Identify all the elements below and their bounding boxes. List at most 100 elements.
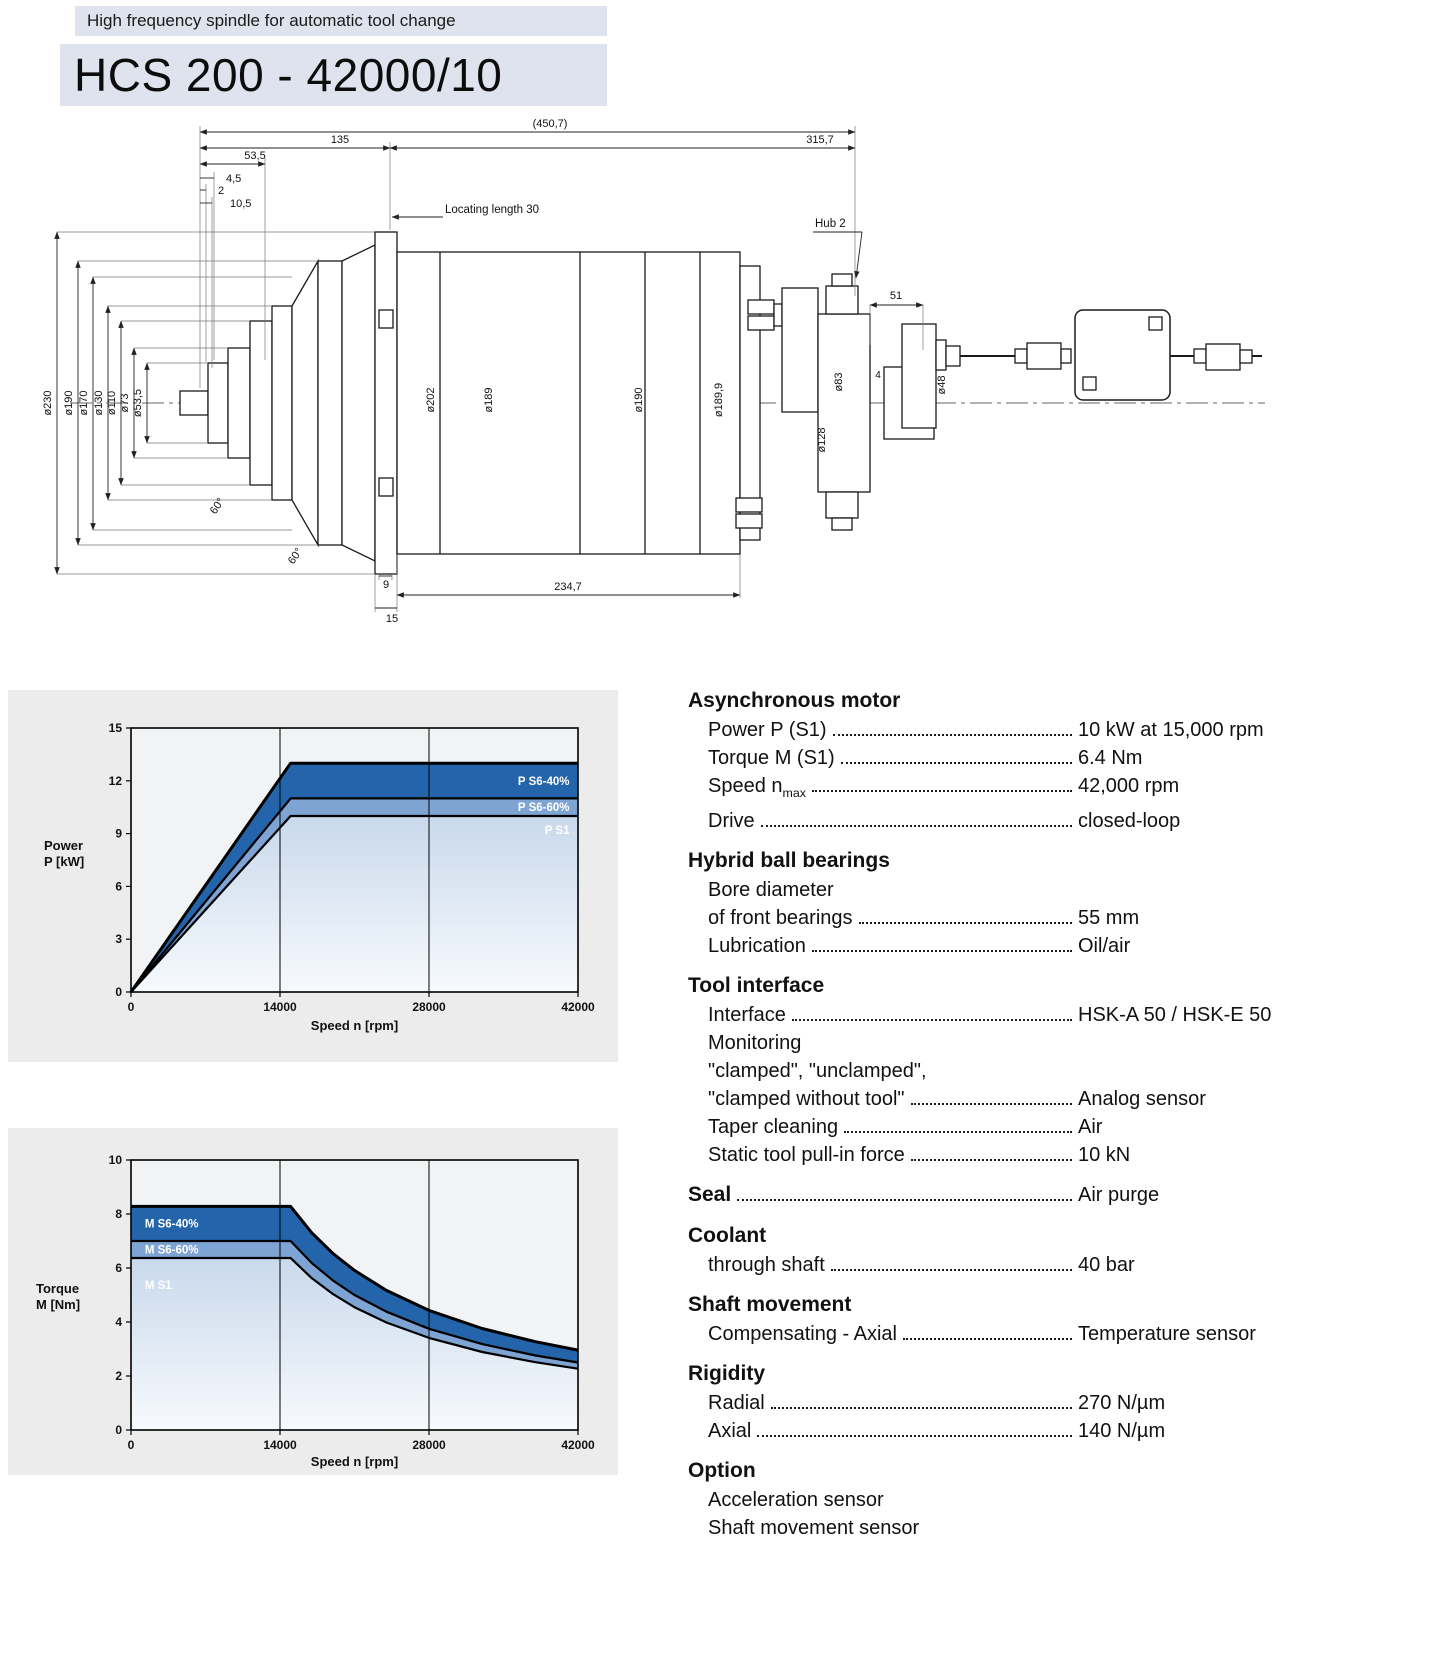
- spec-label: Shaft movement sensor: [708, 1517, 920, 1539]
- dim-angle-60-a: 60°: [208, 496, 227, 517]
- spec-section-title: Rigidity: [688, 1362, 765, 1385]
- spec-value: closed-loop: [1078, 810, 1181, 832]
- area-under-curve: [131, 816, 578, 992]
- area-under-curve: [131, 1258, 578, 1430]
- dim-dia-83: ø83: [833, 373, 845, 392]
- spec-label: Drive: [708, 810, 755, 832]
- dotted-leader: [830, 1269, 1072, 1271]
- y-axis-title: P [kW]: [44, 854, 84, 869]
- spec-value: 140 N/µm: [1078, 1420, 1166, 1442]
- spec-section-title: Shaft movement: [688, 1293, 852, 1316]
- spec-value: 10 kN: [1078, 1144, 1131, 1166]
- dim-dia-190: ø190: [633, 387, 645, 412]
- spec-value: Oil/air: [1078, 935, 1131, 957]
- spec-section-option: Option Acceleration sensor Shaft movement …: [688, 1456, 1306, 1542]
- series-label: M S6-60%: [145, 1245, 199, 1257]
- series-line: [130, 797, 578, 993]
- spec-row: Drive closed-loop: [688, 807, 1306, 835]
- series-line: [131, 1256, 579, 1370]
- spec-row: "clamped", "unclamped",: [688, 1057, 1306, 1085]
- x-tick-label: 0: [128, 1438, 135, 1452]
- x-tick-label: 0: [128, 1000, 135, 1014]
- y-tick-label: 6: [115, 879, 122, 893]
- spec-label: Power P (S1): [708, 719, 827, 741]
- spec-heading-row: Tool interface: [688, 971, 1306, 1001]
- y-tick-label: 12: [109, 774, 123, 788]
- spec-value: 10 kW at 15,000 rpm: [1078, 719, 1264, 741]
- page-title: HCS 200 - 42000/10: [74, 49, 503, 101]
- spec-row: Acceleration sensor: [688, 1486, 1306, 1514]
- spec-section-title: Asynchronous motor: [688, 689, 901, 712]
- extension-lines: [57, 126, 924, 612]
- dim-rear-length: 315,7: [806, 134, 834, 146]
- series-line: [131, 1204, 579, 1352]
- spec-section-coolant: Coolant through shaft 40 bar: [688, 1221, 1306, 1279]
- y-tick-label: 0: [115, 1423, 122, 1437]
- series-label: P S1: [545, 825, 570, 837]
- spec-row: Torque M (S1) 6.4 Nm: [688, 744, 1306, 772]
- dim-dia-48: ø48: [936, 376, 948, 395]
- spec-section-title: Option: [688, 1459, 756, 1482]
- y-tick-label: 9: [115, 827, 122, 841]
- dim-dia-170: ø170: [78, 390, 90, 415]
- spec-label: of front bearings: [708, 907, 853, 929]
- power-chart: 0 3 6 9 12 15 0 14000 28000 42000 Speed n [rpm] Pow…: [44, 721, 595, 1033]
- dim-10-5: 10,5: [230, 198, 251, 210]
- spec-value: 6.4 Nm: [1078, 747, 1143, 769]
- spec-row: Interface HSK-A 50 / HSK-E 50: [688, 1001, 1306, 1029]
- x-tick-label: 28000: [412, 1000, 446, 1014]
- spec-value: Air purge: [1078, 1184, 1160, 1206]
- spec-value: 42,000 rpm: [1078, 775, 1180, 797]
- dotted-leader: [737, 1199, 1072, 1201]
- y-tick-label: 2: [115, 1369, 122, 1383]
- dim-dia-190-left: ø190: [63, 390, 75, 415]
- y-axis-title: M [Nm]: [36, 1297, 80, 1312]
- spec-row: through shaft 40 bar: [688, 1251, 1306, 1279]
- subscript: max: [782, 786, 806, 800]
- series-label: M S1: [145, 1280, 172, 1292]
- subtitle-banner: High frequency spindle for automatic too…: [75, 6, 607, 36]
- dotted-leader: [910, 1103, 1072, 1105]
- spec-row: Power P (S1) 10 kW at 15,000 rpm: [688, 716, 1306, 744]
- dotted-leader: [770, 1407, 1072, 1409]
- spec-section-seal: Seal Air purge: [688, 1180, 1306, 1210]
- spec-row: Shaft movement sensor: [688, 1514, 1306, 1542]
- spec-row: Monitoring: [688, 1029, 1306, 1057]
- spec-value: HSK-A 50 / HSK-E 50: [1078, 1004, 1272, 1026]
- dim-2: 2: [218, 185, 224, 197]
- spec-label: Axial: [708, 1420, 752, 1442]
- dimension-labels: (450,7) 135 315,7 53,5 4,5 2 10,5 Locati…: [42, 118, 948, 625]
- spec-heading-row: Hybrid ball bearings: [688, 846, 1306, 876]
- spec-label: Taper cleaning: [708, 1116, 839, 1138]
- spec-label: Bore diameter: [708, 879, 834, 901]
- plot-frame: [130, 1159, 579, 1431]
- spec-label: Torque M (S1): [708, 747, 835, 769]
- spec-heading-row: Seal Air purge: [688, 1180, 1306, 1210]
- dim-dia-230: ø230: [42, 390, 54, 415]
- dim-angle-60-b: 60°: [286, 546, 305, 567]
- dim-dia-189: ø189: [483, 387, 495, 412]
- y-tick-label: 15: [109, 721, 123, 735]
- x-axis-title: Speed n [rpm]: [311, 1018, 398, 1033]
- technical-drawing: (450,7) 135 315,7 53,5 4,5 2 10,5 Locati…: [42, 118, 1265, 625]
- dotted-leader: [902, 1338, 1072, 1340]
- spec-row: Compensating - Axial Temperature sensor: [688, 1320, 1306, 1348]
- y-tick-label: 6: [115, 1261, 122, 1275]
- dotted-leader: [858, 922, 1072, 924]
- spec-heading-row: Rigidity: [688, 1359, 1306, 1389]
- dotted-leader: [910, 1159, 1072, 1161]
- spec-label: Speed nmax: [708, 775, 806, 800]
- dotted-leader: [844, 1131, 1072, 1133]
- y-tick-label: 3: [115, 932, 122, 946]
- power-chart-panel: 0 3 6 9 12 15 0 14000 28000 42000 Speed n [rpm] Pow…: [8, 690, 618, 1062]
- spec-section-title: Hybrid ball bearings: [688, 849, 890, 872]
- series-line: [129, 761, 578, 993]
- spec-heading-row: Asynchronous motor: [688, 686, 1306, 716]
- dim-15: 15: [386, 613, 398, 625]
- spec-heading-row: Shaft movement: [688, 1290, 1306, 1320]
- dim-234-7: 234,7: [554, 581, 582, 593]
- dim-dia-53-5: ø53,5: [132, 389, 144, 417]
- spec-label: Radial: [708, 1392, 765, 1414]
- spec-row: "clamped without tool" Analog sensor: [688, 1085, 1306, 1113]
- spec-label: Acceleration sensor: [708, 1489, 884, 1511]
